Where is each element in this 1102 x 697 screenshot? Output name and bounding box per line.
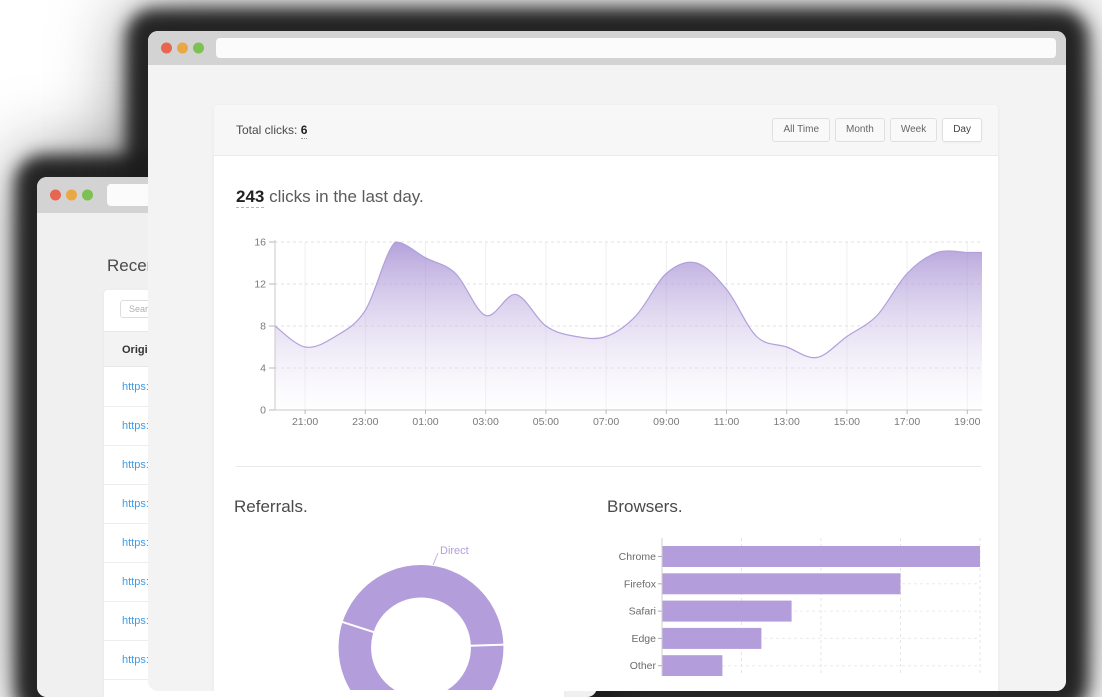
minimize-window-icon[interactable] xyxy=(66,189,77,201)
referrals-title: Referrals. xyxy=(234,497,308,516)
svg-text:Chrome: Chrome xyxy=(619,551,657,563)
original-link[interactable]: https: xyxy=(122,420,149,432)
front-browser-window: Total clicks: 6 All Time Month Week Day … xyxy=(148,31,1066,691)
time-range-selector: All Time Month Week Day xyxy=(772,118,982,142)
svg-text:15:00: 15:00 xyxy=(834,416,860,428)
clicks-headline-text: clicks in the last day. xyxy=(264,187,424,206)
total-clicks-label: Total clicks: 6 xyxy=(236,123,308,139)
analytics-card: Total clicks: 6 All Time Month Week Day … xyxy=(214,105,998,691)
card-header: Total clicks: 6 All Time Month Week Day xyxy=(214,105,998,156)
minimize-window-icon[interactable] xyxy=(177,42,188,54)
window-controls xyxy=(161,42,204,54)
svg-text:07:00: 07:00 xyxy=(593,416,619,428)
original-link[interactable]: https: xyxy=(122,576,149,588)
svg-text:13:00: 13:00 xyxy=(774,416,800,428)
svg-text:16: 16 xyxy=(254,237,266,249)
original-link[interactable]: https: xyxy=(122,537,149,549)
close-window-icon[interactable] xyxy=(161,42,172,54)
svg-text:Firefox: Firefox xyxy=(624,578,657,590)
month-button[interactable]: Month xyxy=(835,118,885,142)
section-divider xyxy=(236,466,981,467)
svg-text:11:00: 11:00 xyxy=(714,416,740,428)
original-link[interactable]: https: xyxy=(122,381,149,393)
svg-text:Direct: Direct xyxy=(440,545,469,557)
original-link[interactable]: https: xyxy=(122,615,149,627)
clicks-headline: 243 clicks in the last day. xyxy=(236,187,424,208)
maximize-window-icon[interactable] xyxy=(193,42,204,54)
desktop: { "front_window": { "address_bar": "", "… xyxy=(37,31,1066,697)
svg-text:05:00: 05:00 xyxy=(533,416,559,428)
close-window-icon[interactable] xyxy=(50,189,61,201)
svg-text:09:00: 09:00 xyxy=(653,416,679,428)
svg-text:17:00: 17:00 xyxy=(894,416,920,428)
svg-text:03:00: 03:00 xyxy=(473,416,499,428)
browsers-bar-chart: Chrome Firefox Safari Edge Other xyxy=(619,538,981,676)
maximize-window-icon[interactable] xyxy=(82,189,93,201)
total-clicks-text: Total clicks: xyxy=(236,123,301,137)
svg-text:21:00: 21:00 xyxy=(292,416,318,428)
front-window-titlebar xyxy=(148,31,1066,65)
window-controls xyxy=(50,189,93,201)
svg-text:8: 8 xyxy=(260,321,266,333)
svg-text:Other: Other xyxy=(630,660,657,672)
page-title: Recent xyxy=(107,256,161,275)
svg-text:0: 0 xyxy=(260,405,266,417)
clicks-count: 243 xyxy=(236,187,265,208)
browsers-title: Browsers. xyxy=(607,497,683,516)
all-time-button[interactable]: All Time xyxy=(772,118,831,142)
svg-text:4: 4 xyxy=(260,363,266,375)
address-bar[interactable] xyxy=(216,38,1056,58)
svg-text:23:00: 23:00 xyxy=(352,416,378,428)
svg-text:Safari: Safari xyxy=(629,606,656,618)
day-button[interactable]: Day xyxy=(942,118,982,142)
svg-text:19:00: 19:00 xyxy=(954,416,980,428)
svg-text:01:00: 01:00 xyxy=(412,416,438,428)
original-link[interactable]: https: xyxy=(122,498,149,510)
original-link[interactable]: https: xyxy=(122,459,149,471)
svg-text:12: 12 xyxy=(254,279,266,291)
svg-text:Edge: Edge xyxy=(631,633,656,645)
referrals-donut-chart: Direct xyxy=(338,545,505,690)
total-clicks-value: 6 xyxy=(300,123,308,139)
original-link[interactable]: https: xyxy=(122,654,149,666)
week-button[interactable]: Week xyxy=(889,118,938,142)
clicks-area-chart: 0 4 8 12 16 21:00 23:00 01:00 03:00 05:00 07:00 09:… xyxy=(254,237,982,428)
